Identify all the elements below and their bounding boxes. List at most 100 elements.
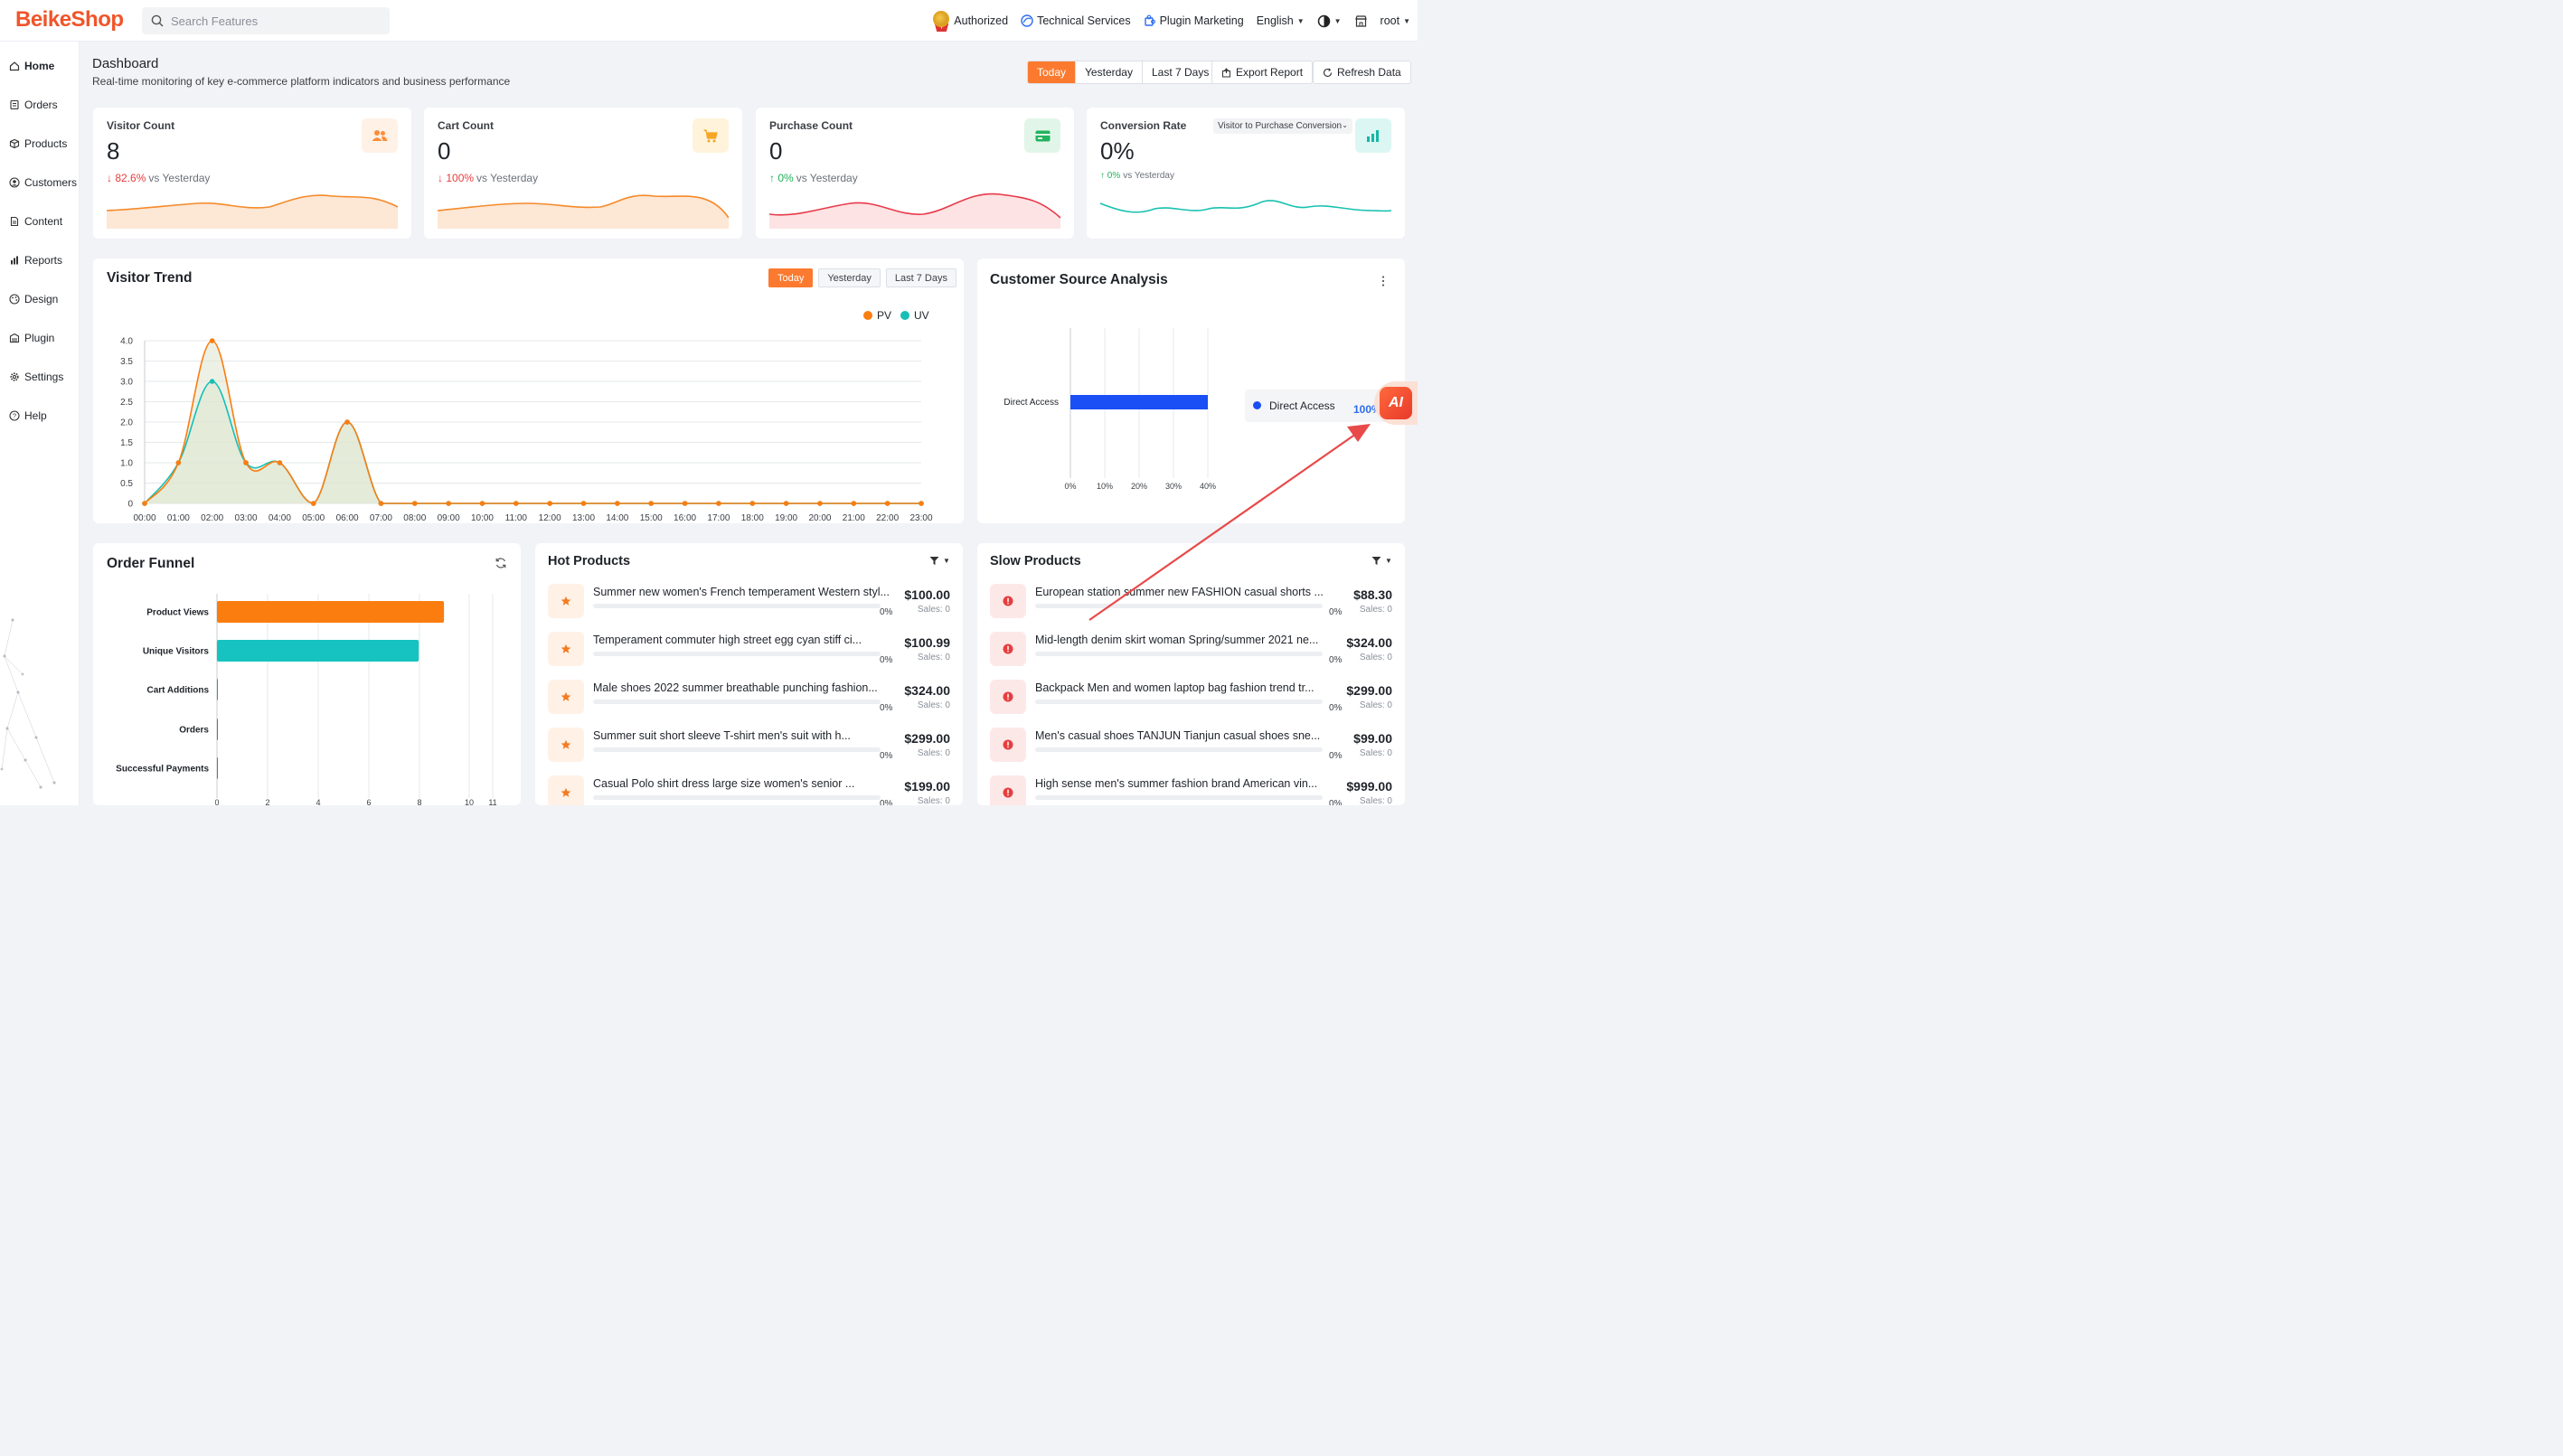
caret-down-icon: ▼ xyxy=(1296,16,1305,25)
export-report-button[interactable]: Export Report xyxy=(1211,61,1314,84)
stat-label: Visitor Count xyxy=(107,119,175,132)
range-yesterday-button[interactable]: Yesterday xyxy=(1075,61,1142,83)
product-name[interactable]: Male shoes 2022 summer breathable punchi… xyxy=(593,681,878,694)
sidebar-item-customers[interactable]: Customers xyxy=(0,169,79,196)
data-point-pv[interactable] xyxy=(817,501,823,506)
theme-toggle[interactable]: ▼ xyxy=(1317,14,1342,28)
sidebar-item-home[interactable]: Home xyxy=(0,52,79,80)
sidebar-item-settings[interactable]: Settings xyxy=(0,363,79,390)
data-point-pv[interactable] xyxy=(547,501,552,506)
product-row[interactable]: European station summer new FASHION casu… xyxy=(990,582,1392,625)
data-point-pv[interactable] xyxy=(783,501,789,506)
sidebar-item-orders[interactable]: Orders xyxy=(0,91,79,118)
more-vertical-icon[interactable] xyxy=(1379,275,1388,287)
product-name[interactable]: Temperament commuter high street egg cya… xyxy=(593,634,862,646)
data-point-pv[interactable] xyxy=(851,501,857,506)
product-row[interactable]: Backpack Men and women laptop bag fashio… xyxy=(990,678,1392,721)
product-name[interactable]: Backpack Men and women laptop bag fashio… xyxy=(1035,681,1314,694)
store-link[interactable] xyxy=(1354,14,1368,28)
product-row[interactable]: High sense men's summer fashion brand Am… xyxy=(990,774,1392,805)
refresh-data-button[interactable]: Refresh Data xyxy=(1313,61,1411,84)
funnel-bar[interactable] xyxy=(217,601,445,623)
search-box[interactable] xyxy=(142,7,390,34)
plugin-marketing-link[interactable]: Plugin Marketing xyxy=(1144,14,1244,27)
product-row[interactable]: Men's casual shoes TANJUN Tianjun casual… xyxy=(990,726,1392,769)
data-point-pv[interactable] xyxy=(580,501,587,506)
y-tick-label: 1.5 xyxy=(120,438,133,448)
product-progress xyxy=(593,604,881,608)
funnel-bar[interactable] xyxy=(217,679,218,700)
range-today-button[interactable]: Today xyxy=(1028,61,1076,83)
data-point-pv[interactable] xyxy=(243,460,249,465)
sidebar-item-products[interactable]: Products xyxy=(0,130,79,157)
authorized-link[interactable]: Authorized xyxy=(932,11,1008,32)
data-point-pv[interactable] xyxy=(479,501,485,506)
product-row[interactable]: Summer suit short sleeve T-shirt men's s… xyxy=(548,726,950,769)
data-point-pv[interactable] xyxy=(514,501,519,506)
product-price: $100.99 xyxy=(904,635,950,650)
sidebar-item-reports[interactable]: Reports xyxy=(0,247,79,274)
sidebar-item-design[interactable]: Design xyxy=(0,286,79,313)
data-point-pv[interactable] xyxy=(446,501,451,506)
ai-icon[interactable]: AI xyxy=(1380,387,1412,419)
data-point-pv[interactable] xyxy=(411,501,418,506)
star-icon xyxy=(548,632,584,666)
product-sales: Sales: 0 xyxy=(1359,653,1392,662)
product-name[interactable]: Mid-length denim skirt woman Spring/summ… xyxy=(1035,634,1319,646)
funnel-bar[interactable] xyxy=(217,757,218,779)
x-tick-label: 13:00 xyxy=(572,513,595,523)
data-point-pv[interactable] xyxy=(919,501,924,506)
data-point-pv[interactable] xyxy=(615,501,620,506)
data-point-pv[interactable] xyxy=(682,501,688,506)
slow-filter-button[interactable]: ▼ xyxy=(1371,556,1392,566)
data-point-pv[interactable] xyxy=(175,460,182,465)
funnel-bar[interactable] xyxy=(217,640,419,662)
data-point-pv[interactable] xyxy=(344,419,350,425)
product-progress xyxy=(1035,747,1323,752)
users-icon xyxy=(372,130,388,141)
language-select[interactable]: English ▼ xyxy=(1257,14,1305,27)
product-name[interactable]: Men's casual shoes TANJUN Tianjun casual… xyxy=(1035,729,1321,742)
technical-services-link[interactable]: Technical Services xyxy=(1021,14,1131,27)
hot-filter-button[interactable]: ▼ xyxy=(929,556,950,566)
data-point-pv[interactable] xyxy=(277,460,283,465)
product-row[interactable]: Temperament commuter high street egg cya… xyxy=(548,630,950,673)
logo[interactable]: BeikeShop xyxy=(15,7,124,32)
funnel-bar[interactable] xyxy=(217,719,218,740)
data-point-pv[interactable] xyxy=(749,501,756,506)
data-point-uv[interactable] xyxy=(209,379,215,384)
refresh-icon[interactable] xyxy=(495,557,507,569)
conversion-type-dropdown[interactable]: Visitor to Purchase Conversion ⌄ xyxy=(1213,118,1352,134)
trend-last7-button[interactable]: Last 7 Days xyxy=(885,268,956,287)
product-name[interactable]: European station summer new FASHION casu… xyxy=(1035,586,1324,598)
bar-direct-access[interactable] xyxy=(1070,395,1208,409)
data-point-pv[interactable] xyxy=(378,501,384,506)
user-menu[interactable]: root ▼ xyxy=(1380,14,1410,27)
x-tick-label: 11:00 xyxy=(505,513,528,523)
product-name[interactable]: Casual Polo shirt dress large size women… xyxy=(593,777,855,790)
data-point-pv[interactable] xyxy=(209,338,215,343)
product-row[interactable]: Casual Polo shirt dress large size women… xyxy=(548,774,950,805)
x-tick-label: 40% xyxy=(1200,482,1216,491)
sidebar-item-help[interactable]: ? Help xyxy=(0,402,79,429)
data-point-pv[interactable] xyxy=(142,501,147,506)
data-point-pv[interactable] xyxy=(648,501,655,506)
sidebar-item-plugin[interactable]: Plugin xyxy=(0,324,79,352)
trend-today-button[interactable]: Today xyxy=(768,268,814,287)
product-percent: 0% xyxy=(1329,607,1343,617)
data-point-pv[interactable] xyxy=(716,501,721,506)
product-name[interactable]: Summer new women's French temperament We… xyxy=(593,586,890,598)
trend-yesterday-button[interactable]: Yesterday xyxy=(818,268,881,287)
sidebar-item-content[interactable]: Content xyxy=(0,208,79,235)
product-row[interactable]: Male shoes 2022 summer breathable punchi… xyxy=(548,678,950,721)
product-row[interactable]: Summer new women's French temperament We… xyxy=(548,582,950,625)
product-name[interactable]: Summer suit short sleeve T-shirt men's s… xyxy=(593,729,851,742)
product-name[interactable]: High sense men's summer fashion brand Am… xyxy=(1035,777,1318,790)
range-last7-button[interactable]: Last 7 Days xyxy=(1141,61,1219,83)
stat-card-visitor-count: Visitor Count 8 ↓ 82.6% vs Yesterday xyxy=(93,108,411,239)
search-input[interactable] xyxy=(171,14,370,28)
product-row[interactable]: Mid-length denim skirt woman Spring/summ… xyxy=(990,630,1392,673)
ai-assistant-tab[interactable]: AI xyxy=(1374,381,1418,425)
data-point-pv[interactable] xyxy=(310,501,316,506)
data-point-pv[interactable] xyxy=(884,501,890,506)
